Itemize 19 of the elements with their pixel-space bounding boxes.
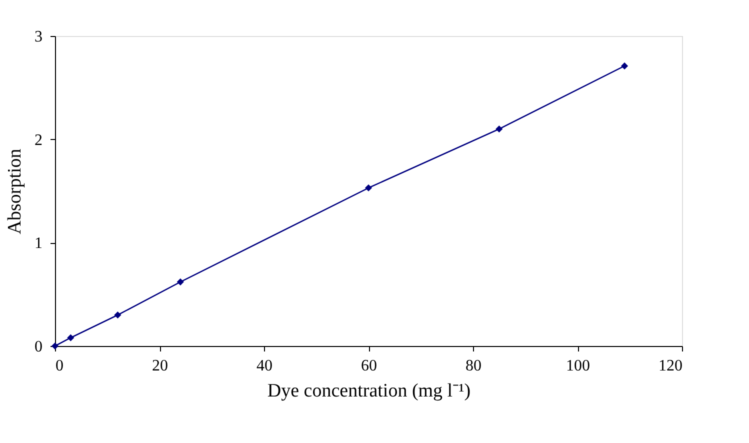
point: [114, 311, 122, 319]
y-tick-label: 1: [34, 235, 42, 252]
point: [364, 184, 372, 192]
y-tick-label: 2: [34, 132, 42, 149]
point: [496, 125, 503, 133]
x-tick-label: 40: [256, 358, 272, 374]
x-tick-label: 0: [56, 358, 64, 374]
x-tick-label: 100: [566, 358, 590, 374]
x-tick-label: 120: [658, 358, 682, 374]
x-tick-label: 20: [152, 358, 168, 374]
point: [67, 334, 74, 342]
x-axis-title: Dye concentration (mg l⁻¹): [267, 380, 471, 402]
point: [620, 62, 628, 70]
point: [176, 278, 184, 286]
y-axis-title: Absorption: [4, 148, 26, 234]
x-tick-label: 80: [466, 358, 482, 374]
x-tick-label: 60: [361, 358, 377, 374]
y-tick-label: 0: [34, 338, 42, 356]
y-tick-label: 3: [34, 28, 42, 46]
